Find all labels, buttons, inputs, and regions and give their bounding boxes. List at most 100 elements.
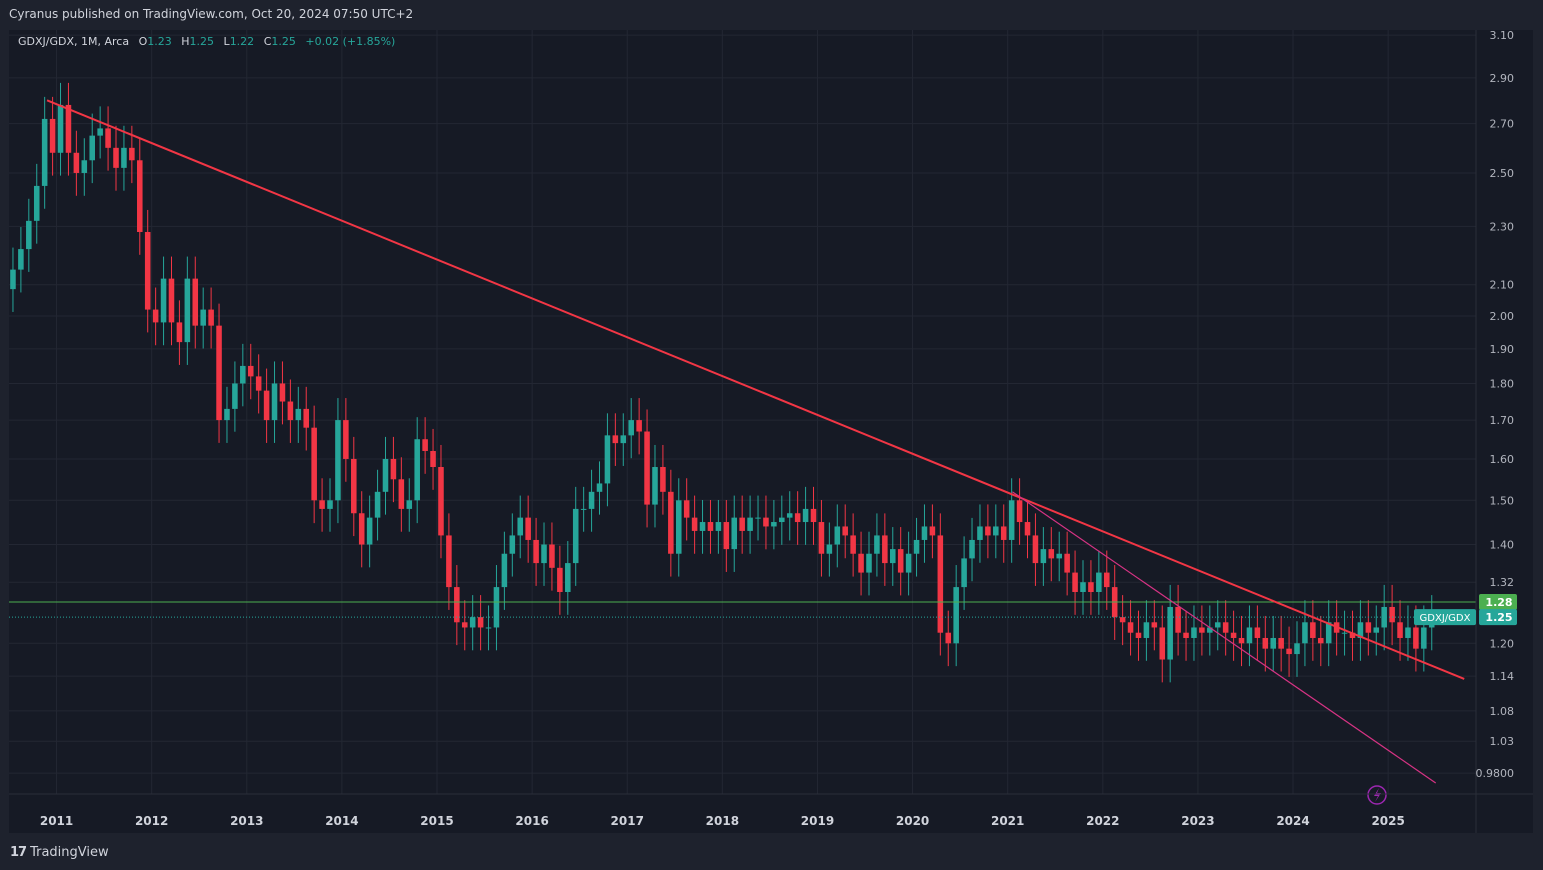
candle	[802, 486, 809, 545]
candle-body	[977, 526, 983, 540]
candle-body	[65, 104, 72, 153]
candle-body	[97, 128, 103, 136]
published-caption: Cyranus published on TradingView.com, Oc…	[9, 7, 414, 21]
candle-body	[501, 553, 508, 588]
candle	[747, 495, 753, 554]
candle	[390, 436, 397, 503]
candle	[874, 513, 880, 577]
candle-body	[794, 513, 801, 523]
candle	[41, 96, 48, 209]
candle-body	[937, 535, 944, 633]
candle-body	[644, 431, 650, 505]
candle-body	[1183, 632, 1189, 638]
candle-body	[398, 479, 405, 509]
candle-body	[905, 553, 912, 573]
candle	[49, 96, 56, 176]
chart-area[interactable]: 3.10 2.90 2.70 2.50 2.30 2.10 2.00 1.90 1.80 1.70…	[9, 30, 1533, 833]
candle	[1024, 499, 1031, 559]
candle	[937, 513, 944, 656]
x-tick-label: 2019	[801, 814, 834, 828]
candle	[446, 513, 452, 610]
main-trendline	[46, 99, 1465, 680]
candle	[953, 565, 959, 667]
last-price-tag: GDXJ/GDX 1.25	[1414, 609, 1517, 626]
candle	[1159, 605, 1166, 683]
candle-body	[604, 435, 611, 484]
candle-body	[1072, 572, 1078, 593]
candle-body	[786, 513, 793, 518]
candle	[1056, 531, 1062, 582]
brand-name: TradingView	[30, 845, 109, 860]
y-tick-label: 1.80	[1490, 377, 1515, 390]
candle-body	[1000, 526, 1007, 540]
x-tick-label: 2020	[896, 814, 929, 828]
candle	[565, 541, 571, 615]
candle-body	[1294, 643, 1300, 655]
candle-body	[240, 365, 246, 384]
symbol-legend[interactable]: GDXJ/GDX, 1M, Arca O1.23 H1.25 L1.22 C1.…	[18, 35, 395, 48]
candle	[771, 499, 777, 550]
candle-body	[961, 558, 967, 588]
candle-body	[913, 539, 920, 554]
candle	[779, 495, 785, 545]
candle	[73, 130, 80, 196]
candle	[715, 499, 722, 554]
candle	[977, 504, 983, 563]
candle	[1254, 605, 1261, 661]
candle	[33, 163, 40, 244]
level-tag-value: 1.28	[1485, 596, 1512, 609]
candle	[1119, 595, 1126, 646]
change-value: +0.02 (+1.85%)	[305, 35, 396, 48]
price-tag-bg	[1479, 609, 1517, 626]
candle	[1238, 615, 1245, 667]
candle	[604, 413, 611, 507]
candle-body	[818, 522, 825, 554]
candle	[398, 457, 405, 532]
candle	[739, 495, 745, 554]
candle-body	[771, 522, 777, 527]
candle-body	[1080, 582, 1086, 593]
candle-body	[422, 439, 428, 451]
candle	[707, 499, 714, 554]
candle	[1135, 610, 1142, 661]
candle-body	[295, 408, 302, 421]
candle-body	[1405, 627, 1411, 638]
candle-body	[33, 185, 40, 221]
candle-body	[1159, 627, 1166, 660]
candle-body	[469, 617, 476, 628]
candle-body	[628, 420, 634, 436]
candle-body	[390, 458, 397, 480]
candle-body	[612, 435, 619, 444]
candle-body	[1413, 627, 1419, 649]
candle-body	[850, 535, 856, 554]
candle	[263, 368, 270, 443]
candle-body	[739, 517, 745, 531]
candle	[1302, 600, 1308, 667]
candle-body	[1214, 622, 1221, 628]
candle-body	[1397, 622, 1403, 638]
candlestick-chart[interactable]: 3.10 2.90 2.70 2.50 2.30 2.10 2.00 1.90 1.80 1.70…	[9, 30, 1533, 833]
candle-body	[41, 118, 48, 186]
candle-body	[1032, 535, 1039, 564]
candle	[628, 398, 634, 459]
candle-body	[866, 553, 872, 573]
candle-body	[572, 508, 579, 564]
candle-body	[129, 147, 135, 161]
candle	[295, 386, 302, 443]
candle	[1040, 527, 1047, 586]
lightning-icon[interactable]	[1367, 785, 1387, 805]
y-tick-label: 1.03	[1490, 735, 1515, 748]
candle-body	[279, 383, 286, 402]
candle	[969, 517, 975, 582]
x-tick-label: 2011	[40, 814, 73, 828]
candle-body	[1104, 572, 1110, 588]
candle	[358, 491, 365, 568]
candle	[1064, 531, 1070, 596]
candle	[89, 113, 95, 184]
candle-body	[620, 435, 627, 444]
candle	[97, 106, 103, 159]
footer-brand[interactable]: 17 TradingView	[10, 845, 109, 860]
candle	[731, 495, 738, 572]
symbol-tag-label: GDXJ/GDX	[1420, 613, 1471, 624]
candle-body	[1008, 500, 1015, 540]
